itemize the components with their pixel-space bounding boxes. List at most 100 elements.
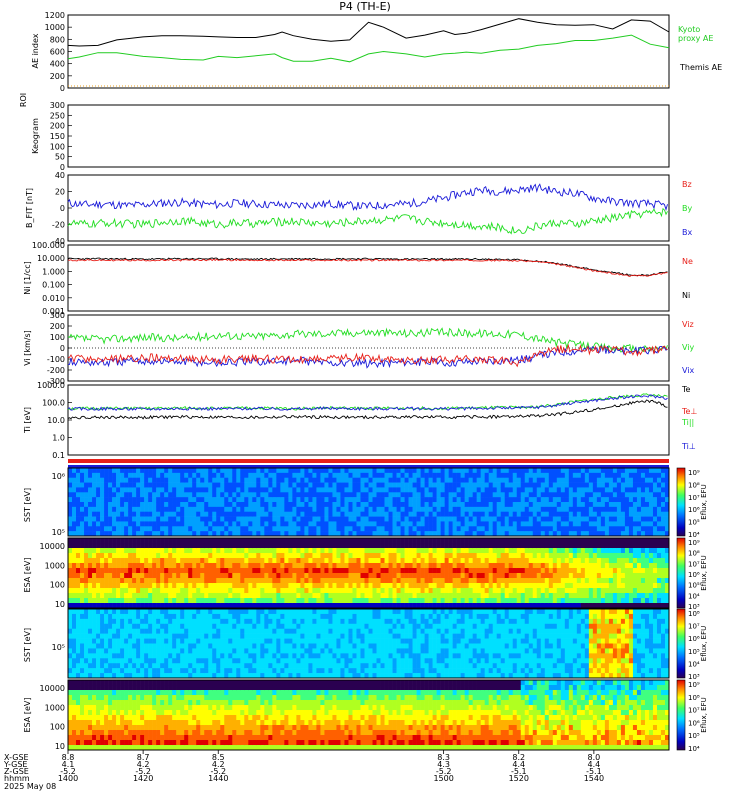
spectrogram-cell [324, 516, 329, 522]
spectrogram-cell [452, 511, 457, 517]
spectrogram-cell [196, 482, 201, 488]
spectrogram-cell [148, 472, 153, 479]
spectrogram-cell [132, 668, 137, 674]
spectrogram-cell [620, 492, 626, 498]
ae-ytick-label: 1200 [45, 11, 65, 20]
spectrogram-cell [148, 563, 153, 569]
spectrogram-cell [660, 573, 666, 579]
spectrogram-cell [660, 511, 666, 517]
spectrogram-cell [360, 506, 365, 513]
spectrogram-cell [128, 492, 133, 498]
spectrogram-cell [416, 568, 421, 574]
spectrogram-cell [488, 472, 494, 479]
spectrogram-cell [84, 482, 89, 488]
spectrogram-cell [396, 543, 401, 549]
spectrogram-cell [196, 588, 201, 594]
spectrogram-cell [460, 543, 465, 549]
spectrogram-cell [412, 521, 417, 527]
spectrogram-cell [548, 472, 554, 479]
spectrogram-cell [336, 502, 341, 508]
spectrogram-cell [132, 482, 137, 488]
spectrogram-cell [592, 563, 598, 569]
spectrogram-cell [304, 492, 309, 498]
spectrogram-cell [152, 553, 157, 559]
spectrogram-cell [532, 598, 538, 604]
spectrogram-cell [372, 477, 377, 483]
spectrogram-cell [352, 516, 357, 522]
spectrogram-cell [124, 531, 129, 537]
spectrogram-cell [584, 543, 590, 549]
spectrogram-cell [552, 593, 558, 599]
spectrogram-cell [244, 538, 249, 544]
spectrogram-cell [80, 531, 85, 537]
spectrogram-cell [76, 668, 81, 674]
spectrogram-cell [616, 482, 622, 488]
temperature-ytick-label: 100.0 [42, 399, 65, 408]
spectrogram-cell [608, 497, 614, 503]
spectrogram-cell [260, 531, 265, 537]
spectrogram-cell [364, 477, 369, 483]
spectrogram-cell [484, 511, 489, 517]
spectrogram-cell [124, 538, 129, 544]
mode-bar-blue [68, 465, 669, 468]
spectrogram-cell [168, 548, 173, 554]
spectrogram-cell [140, 658, 145, 664]
spectrogram-cell [460, 568, 465, 574]
spectrogram-cell [364, 472, 369, 479]
spectrogram-cell [564, 598, 570, 604]
spectrogram-cell [144, 531, 149, 537]
spectrogram-cell [432, 573, 437, 579]
spectrogram-cell [104, 653, 109, 659]
spectrogram-cell [648, 526, 654, 532]
spectrogram-cell [640, 603, 646, 609]
spectrogram-cell [428, 516, 433, 522]
spectrogram-cell [104, 531, 109, 537]
spectrogram-cell [80, 623, 85, 630]
spectrogram-cell [296, 526, 301, 532]
spectrogram-cell [200, 668, 205, 674]
spectrogram-cell [160, 553, 165, 559]
spectrogram-cell [220, 477, 225, 483]
spectrogram-cell [608, 506, 614, 513]
spectrogram-cell [264, 516, 269, 522]
spectrogram-cell [532, 487, 538, 493]
spectrogram-cell [128, 516, 133, 522]
spectrogram-cell [264, 506, 269, 513]
spectrogram-cell [88, 521, 93, 527]
spectrogram-cell [528, 548, 534, 554]
spectrogram-cell [312, 603, 317, 609]
spectrogram-cell [76, 583, 81, 589]
spectrogram-cell [612, 468, 618, 474]
spectrogram-cell [228, 492, 233, 498]
spectrogram-cell [528, 511, 534, 517]
spectrogram-cell [260, 588, 265, 594]
spectrogram-cell [180, 648, 185, 654]
spectrogram-cell [376, 531, 381, 537]
spectrogram-cell [296, 578, 301, 584]
spectrogram-cell [328, 472, 333, 479]
spectrogram-cell [500, 472, 506, 479]
spectrogram-cell [456, 511, 461, 517]
spectrogram-cell [140, 609, 145, 615]
spectrogram-cell [396, 588, 401, 594]
spectrogram-cell [404, 492, 409, 498]
spectrogram-cell [192, 543, 197, 549]
spectrogram-cell [384, 553, 389, 559]
spectrogram-cell [220, 468, 225, 474]
spectrogram-cell [180, 472, 185, 479]
spectrogram-cell [72, 578, 77, 584]
spectrogram-cell [508, 468, 514, 474]
spectrogram-cell [512, 472, 518, 479]
spectrogram-cell [620, 472, 626, 479]
spectrogram-cell [484, 563, 489, 569]
bfield-ytick-label: -20 [52, 221, 65, 230]
spectrogram-cell [380, 526, 385, 532]
density-ytick-label: 0.010 [42, 294, 65, 303]
spectrogram-cell [440, 543, 445, 549]
spectrogram-cell [292, 492, 297, 498]
spectrogram-cell [240, 553, 245, 559]
spectrogram-cell [552, 516, 558, 522]
spectrogram-cell [148, 658, 153, 664]
spectrogram-cell [516, 588, 522, 594]
spectrogram-cell [464, 588, 469, 594]
